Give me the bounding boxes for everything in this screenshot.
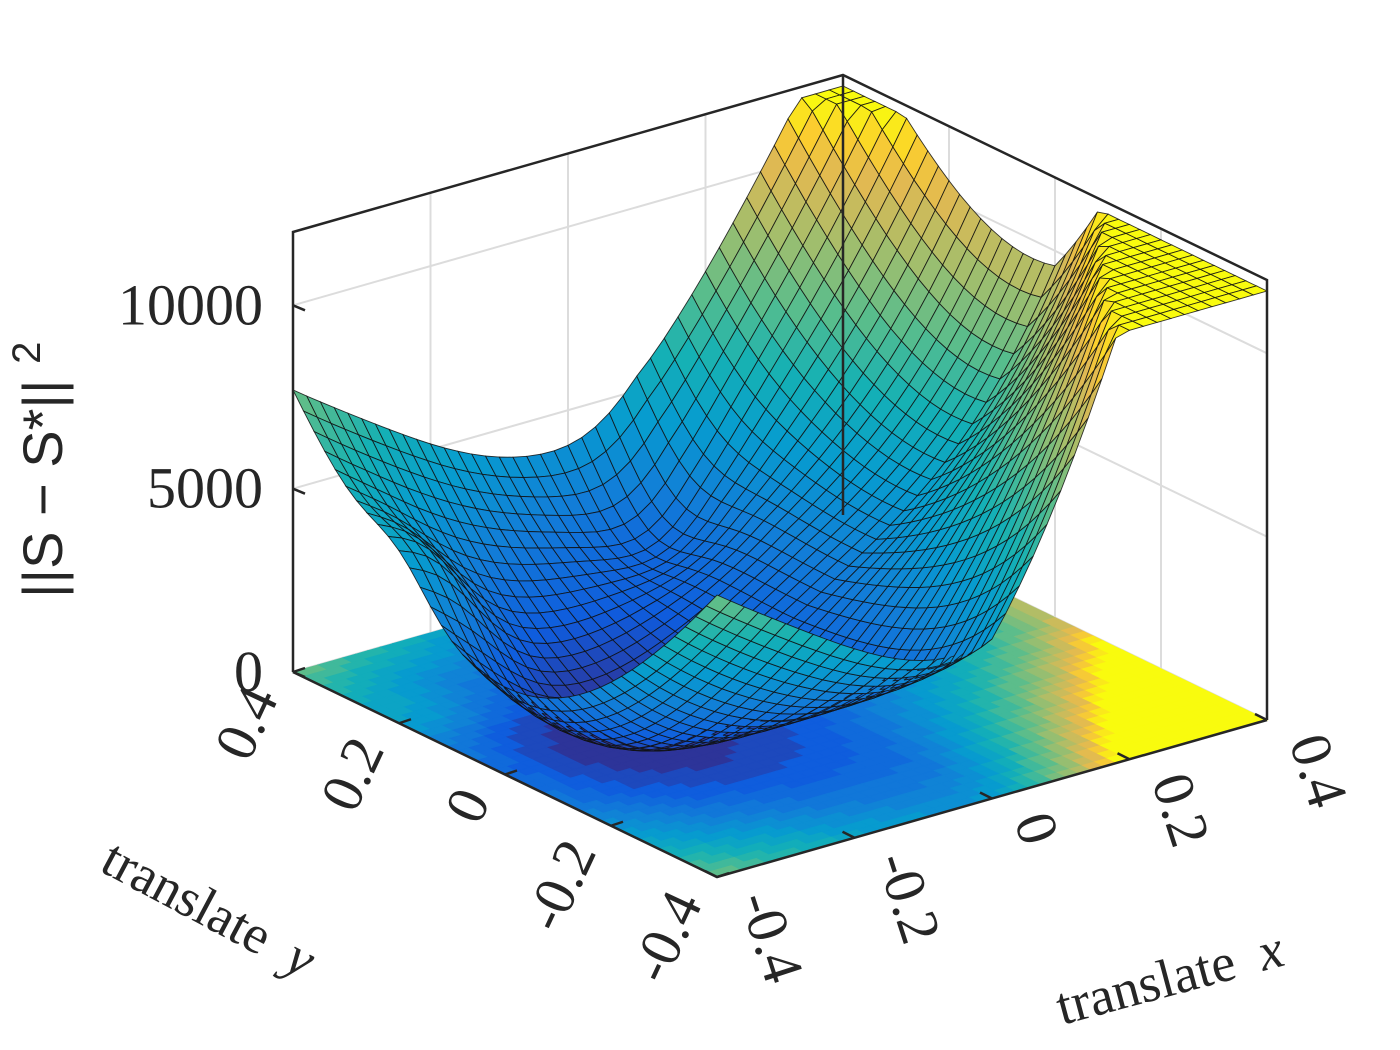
y-tick-label-4: 0.4: [201, 676, 291, 769]
x-tick-mark-4: [1254, 712, 1268, 722]
y-axis-label-var: y: [272, 923, 326, 990]
tick-marks: [292, 304, 1268, 879]
x-tick-mark-0: [704, 869, 718, 879]
surface-cell: [1241, 285, 1269, 296]
y-tick-label-1: -0.2: [511, 830, 609, 941]
z-axis-label: ||S − S*|| 2: [5, 342, 74, 598]
z-axis-label-exp: 2: [5, 342, 49, 364]
y-tick-mark-3: [398, 718, 412, 725]
x-axis-label-var: x: [1250, 918, 1290, 982]
z-tick-label-0: 0: [234, 639, 263, 704]
y-axis-label: translate y: [92, 828, 325, 990]
y-axis-label-text: translate: [92, 828, 282, 967]
x-tick-mark-2: [979, 791, 993, 800]
z-tick-label-2: 10000: [118, 272, 263, 337]
y-tick-label-3: 0.2: [307, 727, 397, 820]
x-tick-mark-1: [841, 830, 856, 839]
y-tick-mark-4: [292, 666, 306, 674]
x-axis-label-text: translate: [1050, 931, 1242, 1036]
x-tick-label-3: 0.2: [1139, 765, 1223, 854]
x-axis-label: translate x: [1050, 918, 1290, 1036]
z-tick-mark-2: [292, 304, 306, 312]
y-tick-label-2: 0: [432, 779, 503, 833]
x-tick-label-4: 0.4: [1277, 726, 1361, 815]
z-axis-label-main: ||S − S*||: [11, 379, 74, 598]
x-tick-label-1: -0.2: [864, 844, 954, 951]
y-tick-mark-0: [716, 871, 730, 879]
y-tick-label-0: -0.4: [617, 881, 715, 992]
y-tick-mark-1: [610, 820, 624, 827]
surface-mesh: [292, 85, 1269, 752]
z-tick-label-1: 5000: [147, 456, 263, 521]
x-tick-label-2: 0: [1002, 804, 1073, 852]
x-tick-mark-3: [1116, 752, 1131, 761]
z-tick-mark-0: [292, 670, 306, 679]
z-tick-mark-1: [292, 487, 306, 495]
x-tick-label-0: -0.4: [727, 883, 817, 990]
y-tick-mark-2: [504, 769, 518, 776]
